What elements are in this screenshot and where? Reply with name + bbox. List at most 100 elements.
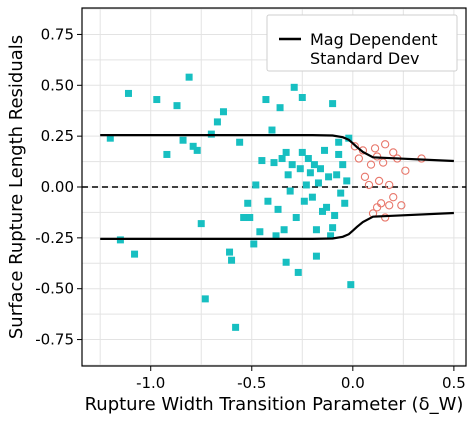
square-point — [347, 281, 355, 289]
square-point — [252, 181, 260, 189]
square-point — [280, 226, 288, 234]
circle-point — [385, 180, 394, 190]
square-point — [282, 258, 290, 266]
circle-point — [397, 201, 406, 210]
circle-point — [378, 158, 388, 167]
square-point — [300, 197, 308, 205]
circle-point — [381, 213, 390, 222]
x-axis-ticks: -1.0 -0.5 0.0 0.5 — [136, 366, 466, 392]
square-point — [312, 252, 320, 260]
square-point — [276, 104, 284, 112]
square-point — [298, 94, 306, 101]
square-point — [213, 118, 221, 126]
square-point — [270, 159, 278, 167]
square-point — [131, 250, 139, 258]
y-tick-label: 0.50 — [41, 76, 74, 94]
square-point — [319, 207, 327, 215]
square-point — [329, 224, 337, 232]
square-point — [153, 96, 161, 104]
x-tick-label: 0.5 — [442, 374, 466, 392]
square-point — [185, 73, 193, 81]
square-point — [302, 181, 310, 189]
square-point — [310, 161, 318, 169]
square-point — [337, 189, 345, 197]
square-point — [232, 323, 240, 331]
circle-point — [364, 180, 374, 190]
square-point — [244, 199, 252, 207]
circle-point — [389, 148, 398, 157]
y-axis-label: Surface Rupture Length Residuals — [6, 35, 27, 339]
square-point — [246, 214, 254, 222]
y-axis-ticks: -0.75 -0.50 -0.25 0.00 0.25 0.50 0.75 — [35, 25, 82, 349]
y-tick-label: -0.50 — [35, 280, 74, 298]
square-point — [226, 248, 234, 256]
y-tick-label: 0.00 — [41, 178, 74, 196]
std-curves — [100, 134, 454, 240]
legend-label: Mag Dependent — [310, 30, 438, 49]
square-point — [345, 134, 353, 142]
circle-series — [350, 140, 426, 222]
circle-point — [381, 140, 390, 149]
circle-point — [401, 166, 410, 175]
square-point — [308, 193, 316, 201]
square-point — [286, 187, 294, 195]
y-tick-label: -0.25 — [35, 229, 74, 247]
square-point — [298, 148, 306, 156]
square-point — [256, 228, 264, 236]
square-point — [327, 232, 335, 240]
square-point — [189, 142, 197, 150]
square-point — [294, 268, 302, 276]
x-axis-label: Rupture Width Transition Parameter (δ_W) — [85, 394, 464, 415]
square-point — [268, 126, 276, 134]
square-point — [173, 102, 181, 110]
circle-point — [360, 172, 370, 181]
circle-point — [376, 199, 386, 208]
circle-point — [370, 144, 380, 153]
x-tick-label: 0.0 — [341, 374, 365, 392]
square-point — [343, 177, 351, 185]
square-point — [325, 173, 333, 181]
circle-point — [385, 201, 394, 210]
x-tick-label: -1.0 — [136, 374, 165, 392]
square-point — [236, 138, 244, 146]
square-point — [179, 136, 187, 144]
square-point — [284, 171, 292, 179]
square-point — [124, 89, 132, 97]
square-point — [201, 295, 209, 303]
circle-point — [354, 154, 364, 163]
legend-label: Standard Dev — [310, 49, 420, 68]
square-point — [292, 214, 300, 222]
square-point — [262, 96, 270, 104]
y-tick-label: -0.75 — [35, 331, 74, 349]
circle-point — [374, 176, 384, 186]
circle-point — [366, 160, 376, 169]
square-point — [288, 161, 296, 169]
square-point — [264, 197, 272, 205]
square-point — [250, 240, 258, 248]
square-point — [333, 171, 341, 179]
square-point — [312, 226, 320, 234]
square-point — [228, 256, 236, 264]
x-tick-label: -0.5 — [237, 374, 266, 392]
square-point — [290, 83, 298, 91]
y-tick-label: 0.75 — [41, 25, 74, 43]
square-point — [282, 148, 290, 156]
circle-point — [389, 193, 398, 202]
square-point — [163, 150, 171, 158]
circle-point — [350, 142, 359, 151]
circle-point — [372, 203, 382, 212]
square-point — [335, 150, 343, 158]
square-point — [272, 232, 280, 240]
y-tick-label: 0.25 — [41, 127, 74, 145]
legend-box — [266, 14, 458, 72]
square-point — [329, 100, 337, 108]
square-point — [258, 157, 266, 165]
square-series — [106, 73, 355, 331]
square-point — [335, 138, 343, 146]
square-point — [304, 155, 312, 163]
square-point — [219, 108, 227, 116]
square-point — [316, 165, 324, 173]
square-point — [341, 199, 349, 207]
square-point — [193, 146, 201, 154]
